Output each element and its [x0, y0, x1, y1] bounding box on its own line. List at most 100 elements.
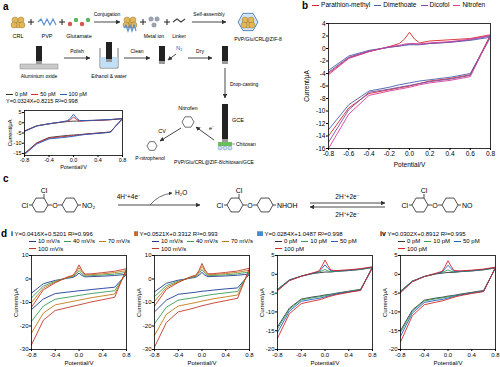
- svg-text:-2: -2: [320, 57, 326, 64]
- svg-text:-14: -14: [316, 132, 326, 139]
- svg-text:-0.8: -0.8: [20, 157, 29, 163]
- svg-text:Glutamate: Glutamate: [66, 33, 91, 39]
- svg-text:4H⁺+4e⁻: 4H⁺+4e⁻: [117, 193, 140, 200]
- svg-text:Current/μA: Current/μA: [382, 288, 388, 317]
- svg-text:0.4: 0.4: [99, 352, 108, 358]
- svg-text:-0.4: -0.4: [50, 352, 61, 358]
- svg-text:0.4: 0.4: [345, 352, 354, 358]
- svg-text:-0.4: -0.4: [419, 352, 430, 358]
- svg-text:Potential/V: Potential/V: [187, 360, 216, 366]
- svg-text:0.8: 0.8: [119, 157, 127, 163]
- svg-text:-0.8: -0.8: [395, 352, 406, 358]
- svg-text:P-nitrophenol: P-nitrophenol: [135, 155, 165, 161]
- svg-text:0.4: 0.4: [468, 352, 477, 358]
- svg-text:c: c: [3, 173, 9, 184]
- svg-text:CV: CV: [158, 128, 166, 134]
- svg-text:Cl: Cl: [41, 187, 48, 194]
- svg-text:-8: -8: [320, 95, 326, 102]
- svg-text:Potential/V: Potential/V: [310, 360, 339, 366]
- svg-text:Metal ion: Metal ion: [144, 33, 165, 39]
- svg-text:0: 0: [271, 271, 275, 277]
- svg-text:H₂O: H₂O: [175, 189, 187, 196]
- svg-text:-20: -20: [20, 323, 29, 329]
- svg-text:-6: -6: [320, 82, 326, 89]
- svg-text:0.2: 0.2: [425, 150, 434, 157]
- svg-text:PVP/Glu/CRL@ZIF-8: PVP/Glu/CRL@ZIF-8: [234, 36, 282, 42]
- svg-text:-0.8: -0.8: [149, 352, 160, 358]
- svg-text:Cl: Cl: [21, 202, 28, 209]
- svg-text:Current/μA: Current/μA: [7, 119, 13, 146]
- svg-text:0: 0: [322, 45, 326, 52]
- svg-text:O: O: [247, 202, 253, 209]
- svg-text:0: 0: [25, 276, 29, 282]
- svg-text:a: a: [3, 1, 9, 12]
- svg-text:0: 0: [394, 271, 398, 277]
- svg-text:Current/μA: Current/μA: [303, 70, 311, 102]
- svg-text:Potential/V: Potential/V: [394, 161, 426, 168]
- svg-text:Polish: Polish: [70, 48, 84, 54]
- svg-text:Nitrofen: Nitrofen: [178, 105, 197, 111]
- svg-text:0.8: 0.8: [368, 352, 377, 358]
- svg-text:5: 5: [18, 109, 21, 115]
- svg-text:Potential/V: Potential/V: [433, 360, 462, 366]
- svg-text:Cl: Cl: [216, 202, 223, 209]
- svg-text:Conjugation: Conjugation: [94, 11, 121, 17]
- svg-text:O: O: [432, 202, 438, 209]
- svg-text:0.0: 0.0: [75, 352, 84, 358]
- svg-text:5: 5: [271, 252, 275, 258]
- svg-text:0.4: 0.4: [222, 352, 231, 358]
- svg-text:-15: -15: [389, 328, 398, 334]
- svg-text:-0.4: -0.4: [173, 352, 184, 358]
- svg-text:-0.6: -0.6: [343, 150, 355, 157]
- svg-text:0.8: 0.8: [245, 352, 254, 358]
- svg-text:-10: -10: [20, 299, 29, 305]
- svg-text:0.0: 0.0: [70, 157, 78, 163]
- svg-text:NO₂: NO₂: [82, 202, 96, 209]
- svg-text:2: 2: [322, 32, 326, 39]
- svg-text:2H⁺+2e⁻: 2H⁺+2e⁻: [335, 193, 358, 200]
- svg-text:O: O: [52, 202, 58, 209]
- svg-text:0.0: 0.0: [405, 150, 414, 157]
- svg-text:-12: -12: [316, 120, 326, 127]
- svg-text:-0.2: -0.2: [384, 150, 396, 157]
- svg-text:-10: -10: [14, 140, 22, 146]
- svg-text:0.0: 0.0: [321, 352, 330, 358]
- svg-text:Drop-casting: Drop-casting: [230, 81, 259, 87]
- svg-text:4: 4: [322, 20, 326, 27]
- svg-text:GCE: GCE: [232, 117, 244, 123]
- svg-text:0.4: 0.4: [445, 150, 454, 157]
- svg-text:Ethanol & water: Ethanol & water: [91, 73, 127, 79]
- svg-text:Linker: Linker: [172, 33, 186, 39]
- svg-text:NHOH: NHOH: [277, 202, 298, 209]
- svg-text:Cl: Cl: [236, 187, 243, 194]
- svg-text:0.8: 0.8: [491, 352, 500, 358]
- svg-text:NO: NO: [462, 202, 473, 209]
- svg-text:Cl: Cl: [421, 187, 428, 194]
- svg-text:-10: -10: [266, 309, 275, 315]
- svg-text:2H⁺+2e⁻: 2H⁺+2e⁻: [335, 211, 358, 218]
- svg-text:10: 10: [22, 252, 29, 258]
- svg-text:-0.4: -0.4: [363, 150, 375, 157]
- svg-text:-0.8: -0.8: [272, 352, 283, 358]
- svg-text:-0.8: -0.8: [323, 150, 335, 157]
- svg-text:0.4: 0.4: [94, 157, 102, 163]
- svg-text:-15: -15: [266, 328, 275, 334]
- svg-text:-5: -5: [269, 290, 275, 296]
- svg-text:-0.8: -0.8: [26, 352, 37, 358]
- svg-text:-0.4: -0.4: [44, 157, 53, 163]
- svg-text:Aluminium oxide: Aluminium oxide: [21, 73, 58, 79]
- svg-text:N₂: N₂: [176, 45, 183, 51]
- svg-text:0.0: 0.0: [198, 352, 207, 358]
- svg-text:-10: -10: [316, 107, 326, 114]
- svg-text:10: 10: [145, 252, 152, 258]
- svg-text:Clean: Clean: [130, 48, 143, 54]
- svg-text:-5: -5: [17, 130, 22, 136]
- svg-text:e⁻: e⁻: [209, 125, 214, 131]
- svg-text:0.6: 0.6: [466, 150, 475, 157]
- svg-text:0.0: 0.0: [444, 352, 453, 358]
- svg-text:-0.4: -0.4: [296, 352, 307, 358]
- svg-text:Current/μA: Current/μA: [136, 288, 142, 317]
- svg-text:Cl: Cl: [401, 202, 408, 209]
- svg-text:Current/μA: Current/μA: [259, 288, 265, 317]
- svg-text:Potential/V: Potential/V: [60, 164, 87, 170]
